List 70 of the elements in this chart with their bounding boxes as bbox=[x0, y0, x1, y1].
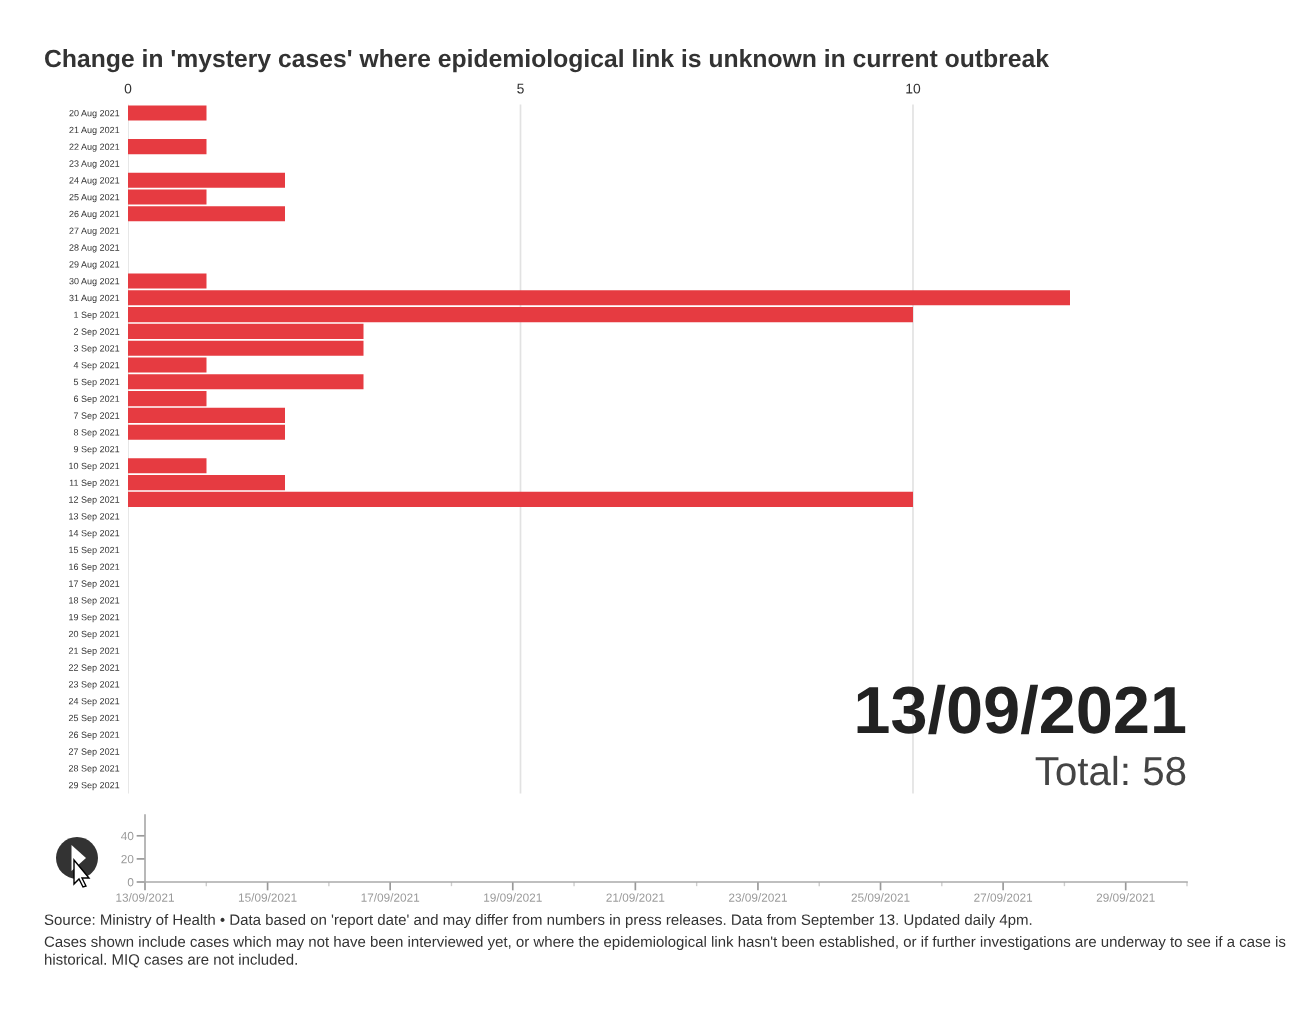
bar bbox=[128, 407, 285, 423]
bar bbox=[128, 105, 207, 121]
bar bbox=[128, 458, 207, 474]
y-tick-label: 27 Aug 2021 bbox=[69, 227, 120, 236]
y-tick-label: 17 Sep 2021 bbox=[69, 580, 120, 589]
y-tick-label: 13 Sep 2021 bbox=[69, 513, 120, 522]
bar bbox=[128, 475, 285, 491]
y-tick-label: 29 Aug 2021 bbox=[69, 261, 120, 270]
y-tick-label: 20 bbox=[121, 854, 134, 864]
x-tick-label: 17/09/2021 bbox=[361, 893, 420, 902]
y-tick-label: 7 Sep 2021 bbox=[73, 412, 120, 421]
source-note: Source: Ministry of Health • Data based on 'report date' and may differ from numbers in press releases. Data from September 13. Updated daily 4pm. bbox=[44, 914, 1032, 928]
y-tick-label: 14 Sep 2021 bbox=[69, 529, 120, 539]
bar bbox=[128, 424, 285, 440]
y-tick-label: 23 Aug 2021 bbox=[69, 160, 120, 169]
y-tick-label: 21 Sep 2021 bbox=[68, 647, 120, 656]
y-tick-label: 22 Aug 2021 bbox=[69, 143, 120, 152]
chart-title: Change in 'mystery cases' where epidemiological link is unknown in current outbreak bbox=[45, 49, 1050, 73]
x-tick-label: 13/09/2021 bbox=[116, 893, 174, 902]
y-tick-label: 0 bbox=[127, 878, 134, 887]
annotation: Total: 58 bbox=[1035, 755, 1186, 786]
x-tick-label: 10 bbox=[906, 83, 921, 94]
y-tick-label: 3 Sep 2021 bbox=[73, 345, 120, 354]
x-tick-label: 29/09/2021 bbox=[1096, 893, 1155, 902]
bar bbox=[128, 139, 207, 155]
text: Cases shown include cases which may not have been interviewed yet, or where the epidemiological link hasn't been established, or if further investigations are underway to see if a case is historical. MIQ cases are not included. bbox=[44, 936, 1286, 968]
y-tick-label: 27 Sep 2021 bbox=[68, 748, 120, 757]
y-tick-label: 31 Aug 2021 bbox=[69, 294, 120, 303]
y-tick-label: 30 Aug 2021 bbox=[69, 277, 120, 287]
y-tick-label: 26 Aug 2021 bbox=[69, 210, 120, 219]
bar bbox=[128, 307, 913, 323]
y-tick-label: 40 bbox=[121, 831, 134, 841]
y-tick-label: 16 Sep 2021 bbox=[69, 563, 120, 572]
y-tick-label: 21 Aug 2021 bbox=[69, 126, 120, 135]
y-tick-label: 20 Sep 2021 bbox=[68, 630, 120, 639]
y-tick-label: 18 Sep 2021 bbox=[69, 597, 120, 606]
y-tick-label: 24 Sep 2021 bbox=[68, 697, 120, 707]
y-tick-label: 6 Sep 2021 bbox=[73, 395, 120, 404]
y-tick-label: 25 Aug 2021 bbox=[69, 193, 120, 203]
y-tick-label: 22 Sep 2021 bbox=[68, 664, 120, 673]
x-tick-label: 19/09/2021 bbox=[484, 893, 542, 902]
x-tick-label: 15/09/2021 bbox=[238, 893, 297, 902]
bar bbox=[128, 323, 364, 339]
annotation: 13/09/2021 bbox=[857, 684, 1186, 735]
y-tick-label: 28 Sep 2021 bbox=[68, 765, 120, 774]
y-tick-label: 9 Sep 2021 bbox=[73, 445, 120, 455]
bar bbox=[128, 491, 913, 507]
x-tick-label: 21/09/2021 bbox=[606, 893, 665, 902]
y-tick-label: 2 Sep 2021 bbox=[73, 328, 120, 337]
y-tick-label: 4 Sep 2021 bbox=[73, 361, 120, 371]
y-tick-label: 25 Sep 2021 bbox=[68, 714, 120, 723]
y-tick-label: 15 Sep 2021 bbox=[69, 546, 120, 555]
y-tick-label: 20 Aug 2021 bbox=[69, 109, 120, 119]
y-tick-label: 12 Sep 2021 bbox=[69, 496, 120, 505]
y-tick-label: 23 Sep 2021 bbox=[68, 681, 120, 690]
y-tick-label: 5 Sep 2021 bbox=[73, 378, 120, 387]
y-tick-label: 24 Aug 2021 bbox=[69, 177, 120, 186]
y-tick-label: 28 Aug 2021 bbox=[69, 244, 120, 253]
y-tick-label: 1 Sep 2021 bbox=[74, 311, 120, 320]
y-tick-label: 10 Sep 2021 bbox=[69, 462, 120, 471]
bar bbox=[128, 391, 207, 407]
y-tick-label: 8 Sep 2021 bbox=[73, 429, 120, 438]
y-tick-label: 19 Sep 2021 bbox=[69, 613, 120, 623]
x-tick-label: 5 bbox=[517, 83, 524, 94]
x-tick-label: 23/09/2021 bbox=[729, 893, 787, 902]
y-tick-label: 11 Sep 2021 bbox=[69, 479, 120, 488]
y-tick-label: 29 Sep 2021 bbox=[68, 781, 120, 791]
x-tick-label: 27/09/2021 bbox=[974, 893, 1033, 902]
y-tick-label: 26 Sep 2021 bbox=[68, 731, 120, 740]
x-tick-label: 25/09/2021 bbox=[851, 893, 910, 902]
